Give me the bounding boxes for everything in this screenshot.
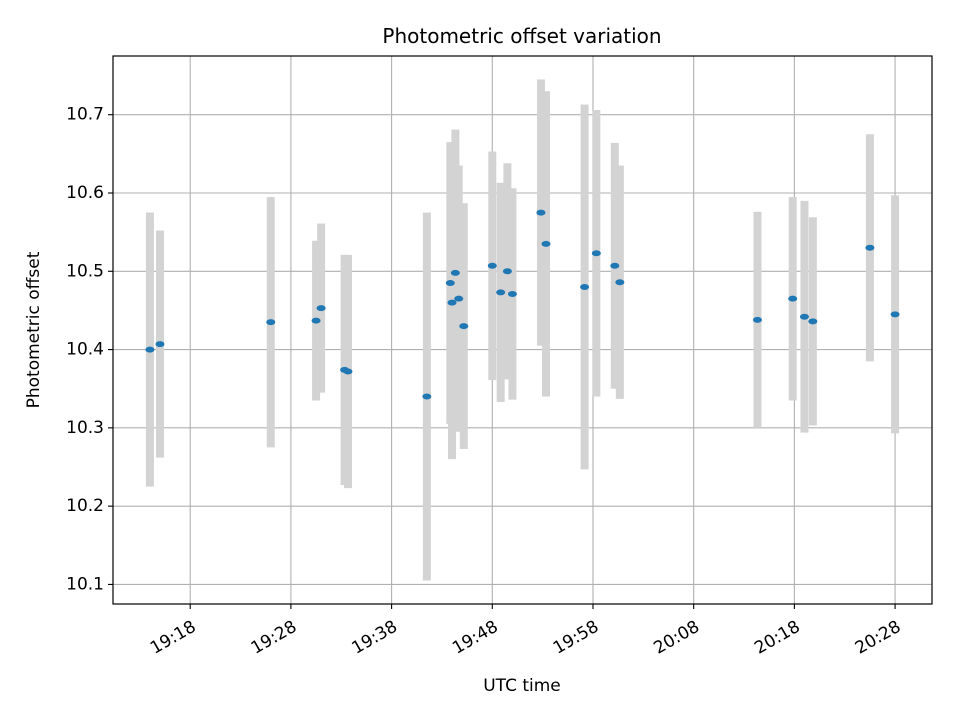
x-tick-label: 20:28 — [852, 617, 904, 659]
data-point — [610, 262, 620, 269]
data-point — [343, 368, 353, 375]
x-tick-label: 19:18 — [147, 617, 199, 659]
data-point — [422, 393, 432, 400]
y-tick-label: 10.5 — [66, 261, 104, 281]
error-bars — [145, 79, 900, 581]
data-point — [145, 346, 155, 353]
data-point — [445, 280, 455, 287]
x-tick-label: 20:08 — [651, 617, 703, 659]
y-tick-label: 10.7 — [66, 105, 104, 125]
x-tick-label: 19:28 — [248, 617, 300, 659]
y-axis-ticks: 10.1 10.2 10.3 10.4 10.5 10.6 10.7 — [66, 105, 113, 594]
data-point — [615, 279, 625, 286]
data-point — [316, 305, 326, 312]
x-tick-label: 19:38 — [348, 617, 400, 659]
y-axis-title: Photometric offset — [24, 251, 44, 408]
plot-frame — [112, 55, 933, 605]
data-point — [799, 313, 809, 320]
data-point — [487, 262, 497, 269]
data-point — [808, 318, 818, 325]
x-axis-title: UTC time — [483, 676, 561, 696]
chart-title: Photometric offset variation — [382, 24, 661, 48]
data-point — [155, 341, 165, 348]
x-tick-label: 19:58 — [550, 617, 602, 659]
x-axis-ticks: 19:18 19:28 19:38 19:48 19:58 20:08 20:18 20:28 — [147, 604, 904, 659]
y-tick-label: 10.2 — [66, 496, 104, 516]
x-tick-label: 19:48 — [449, 617, 501, 659]
data-point — [865, 244, 875, 251]
y-tick-label: 10.3 — [66, 418, 104, 438]
data-point — [311, 317, 321, 324]
data-point — [450, 269, 460, 276]
data-point — [890, 311, 900, 318]
data-point — [447, 299, 457, 306]
data-point — [459, 323, 469, 330]
data-point — [536, 209, 546, 216]
data-point — [507, 290, 517, 297]
data-point — [454, 295, 464, 302]
data-point — [496, 289, 506, 296]
data-point — [266, 319, 276, 326]
data-point — [541, 240, 551, 247]
x-tick-label: 20:18 — [751, 617, 803, 659]
data-point — [788, 295, 798, 302]
data-point — [752, 316, 762, 323]
y-tick-label: 10.4 — [66, 340, 104, 360]
data-points — [145, 209, 900, 400]
data-point — [580, 283, 590, 290]
data-point — [502, 268, 512, 275]
y-tick-label: 10.1 — [66, 574, 104, 594]
y-tick-label: 10.6 — [66, 183, 104, 203]
data-point — [591, 250, 601, 257]
